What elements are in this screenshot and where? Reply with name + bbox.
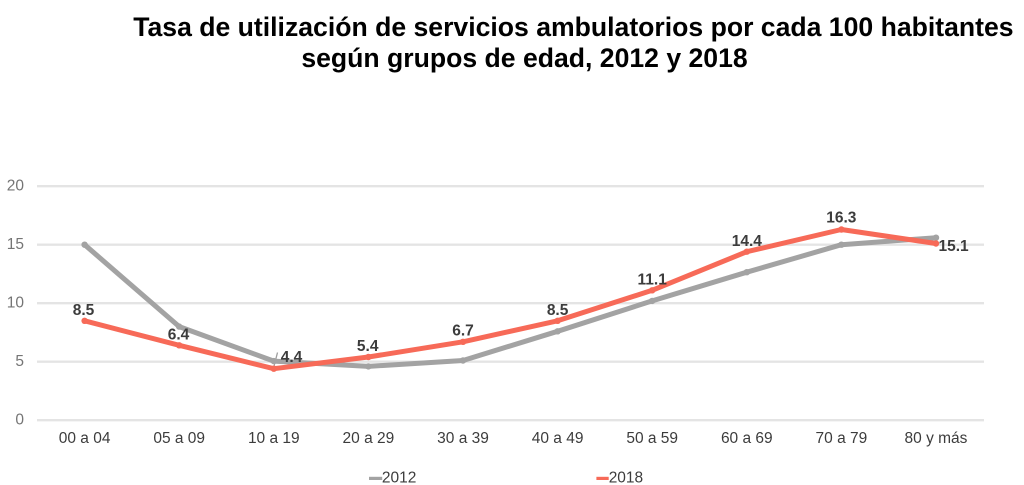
svg-text:11.1: 11.1 [638,272,668,289]
svg-text:20: 20 [7,178,25,195]
svg-text:Tasa de utilización de servici: Tasa de utilización de servicios ambulat… [133,12,1013,42]
svg-text:0: 0 [15,412,24,429]
svg-text:15.1: 15.1 [939,238,970,255]
svg-text:10: 10 [7,295,25,312]
svg-text:6.7: 6.7 [452,323,474,340]
svg-text:30 a 39: 30 a 39 [437,430,489,447]
svg-text:según grupos de edad, 2012 y 2: según grupos de edad, 2012 y 2018 [301,43,747,73]
svg-text:00 a 04: 00 a 04 [59,430,111,447]
svg-text:15: 15 [7,236,24,253]
svg-text:05 a 09: 05 a 09 [153,430,205,447]
svg-text:16.3: 16.3 [826,209,857,226]
svg-text:8.5: 8.5 [547,302,569,319]
svg-text:40 a 49: 40 a 49 [532,430,584,447]
svg-text:80 y más: 80 y más [905,430,968,447]
svg-text:4.4: 4.4 [281,349,303,366]
svg-text:50 a 59: 50 a 59 [626,430,678,447]
svg-text:10 a 19: 10 a 19 [248,430,300,447]
svg-text:14.4: 14.4 [732,233,763,250]
svg-text:6.4: 6.4 [168,327,190,344]
svg-text:2012: 2012 [382,470,416,485]
svg-text:60 a 69: 60 a 69 [721,430,773,447]
svg-text:5.4: 5.4 [357,338,379,355]
svg-text:5: 5 [15,353,24,370]
svg-text:20 a 29: 20 a 29 [343,430,395,447]
svg-text:8.5: 8.5 [73,302,95,319]
svg-text:70 a 79: 70 a 79 [816,430,868,447]
svg-text:2018: 2018 [609,470,643,485]
